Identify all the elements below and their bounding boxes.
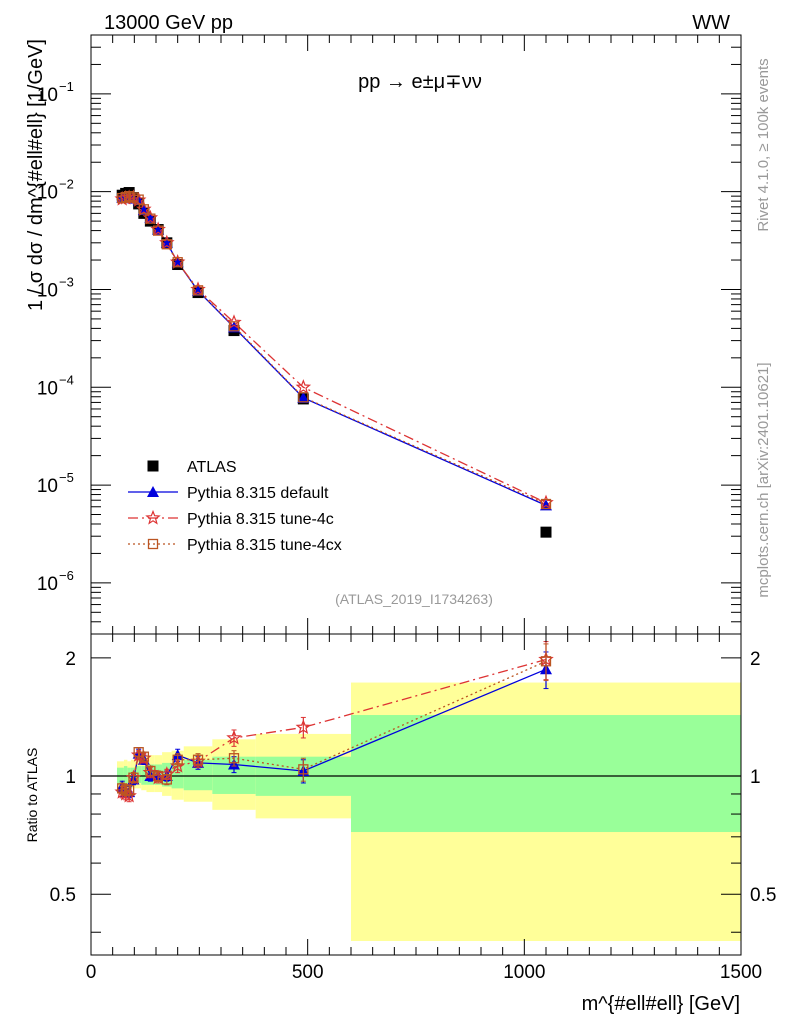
ratio-band-inner [136, 766, 142, 783]
x-axis-title: m^{#ell#ell} [GeV] [582, 993, 740, 1015]
legend-label-default: Pythia 8.315 default [187, 485, 329, 502]
ratio-band-inner [351, 715, 741, 833]
main-y-tick-label: 10 [37, 85, 58, 106]
main-y-tick-exponent: −1 [59, 79, 74, 94]
ratio-point-tune4cx [123, 785, 135, 796]
process-label: pp → e±μ∓νν [358, 71, 482, 93]
legend: ATLAS Pythia 8.315 default Pythia 8.315 tu… [128, 459, 342, 554]
main-axes: 10−610−510−410−310−210−1 [37, 34, 742, 635]
main-y-tick-exponent: −6 [59, 568, 74, 583]
ratio-point-tune4cx [298, 764, 309, 775]
ratio-y-tick-label-left: 2 [65, 649, 76, 670]
legend-marker-tune4cx [147, 538, 159, 550]
main-point-tune4cx [133, 194, 144, 205]
legend-marker-default [147, 486, 159, 497]
legend-label-tune4cx: Pythia 8.315 tune-4cx [187, 537, 342, 554]
main-y-tick-label: 10 [37, 183, 58, 204]
main-point-tune4cx [172, 257, 183, 268]
main-point-tune4cx [161, 239, 172, 250]
main-y-tick-label: 10 [37, 280, 58, 301]
main-point-tune4cx [153, 225, 164, 236]
ratio-y-tick-label-right: 1 [750, 767, 761, 788]
main-point-tune4c [226, 314, 242, 330]
legend-marker-tune4c [145, 509, 161, 525]
ratio-y-axis-title: Ratio to ATLAS [24, 748, 40, 843]
header-right: WW [692, 12, 730, 34]
ratio-y-tick-label-left: 0.5 [50, 885, 76, 906]
x-tick-label: 500 [292, 962, 324, 983]
main-y-tick-exponent: −5 [59, 470, 74, 485]
main-point-default [228, 321, 240, 333]
main-point-tune4cx [120, 191, 131, 203]
ratio-point-tune4cx [172, 754, 183, 765]
main-line-tune4c [122, 196, 547, 504]
ratio-point-tune4cx [228, 753, 240, 764]
main-point-tune4cx [145, 213, 156, 224]
mcplots-label: mcplots.cern.ch [arXiv:2401.10621] [755, 362, 772, 597]
legend-marker-atlas [147, 460, 159, 472]
main-y-axis-title: 1 / σ dσ / dm^{#ell#ell} [1/GeV] [25, 39, 47, 311]
ratio-point-tune4cx [540, 656, 552, 667]
ratio-point-tune4cx [128, 772, 139, 783]
main-point-tune4c [295, 379, 312, 394]
main-y-axis-title-text: 1 / σ dσ / dm^{#ell#ell} [1/GeV] [25, 39, 47, 311]
ratio-point-tune4cx [117, 783, 128, 794]
analysis-watermark: (ATLAS_2019_I1734263) [335, 591, 493, 607]
main-point-tune4cx [540, 498, 552, 510]
ratio-y-tick-label-left: 1 [65, 767, 76, 788]
x-tick-label: 1500 [720, 962, 762, 983]
main-point-default [297, 391, 310, 403]
main-series-layer [114, 187, 554, 538]
ratio-point-tune4c [295, 719, 312, 734]
main-point-tune4cx [298, 392, 309, 403]
main-y-tick-label: 10 [37, 378, 58, 399]
ratio-line-tune4cx [121, 660, 547, 791]
main-point-tune4cx [138, 204, 150, 215]
main-y-tick-label: 10 [37, 574, 58, 595]
main-line-tune4cx [122, 195, 547, 505]
ratio-point-tune4cx [138, 751, 150, 762]
main-y-tick-label: 10 [37, 476, 58, 497]
ratio-y-tick-label-right: 2 [750, 649, 761, 670]
main-y-tick-exponent: −3 [59, 274, 74, 289]
x-axis-title-text: m^{#ell#ell} [GeV] [582, 993, 740, 1015]
main-point-tune4cx [228, 321, 240, 332]
x-tick-label: 0 [86, 962, 97, 983]
legend-label-atlas: ATLAS [187, 459, 237, 476]
ratio-series-layer [114, 641, 554, 803]
header-left: 13000 GeV pp [104, 12, 233, 34]
ratio-point-tune4cx [161, 774, 172, 785]
ratio-y-tick-label-right: 0.5 [750, 885, 776, 906]
main-point-tune4cx [192, 285, 204, 296]
main-point-tune4cx [128, 192, 139, 203]
main-point-atlas [540, 526, 552, 538]
ratio-axes: 0.5 0.5 1 1 2 2 0 500 1000 1500 [50, 633, 776, 983]
ratio-bands [91, 682, 741, 941]
main-y-tick-exponent: −4 [59, 372, 74, 387]
rivet-label: Rivet 4.1.0, ≥ 100k events [755, 58, 772, 231]
main-point-tune4cx [117, 192, 128, 204]
ratio-line-tune4c [121, 658, 547, 797]
ratio-point-tune4cx [192, 754, 204, 765]
ratio-point-tune4c [226, 729, 242, 745]
main-line-default [122, 195, 547, 506]
legend-label-tune4c: Pythia 8.315 tune-4c [187, 511, 334, 528]
main-y-tick-exponent: −2 [59, 177, 74, 192]
x-tick-label: 1000 [503, 962, 545, 983]
